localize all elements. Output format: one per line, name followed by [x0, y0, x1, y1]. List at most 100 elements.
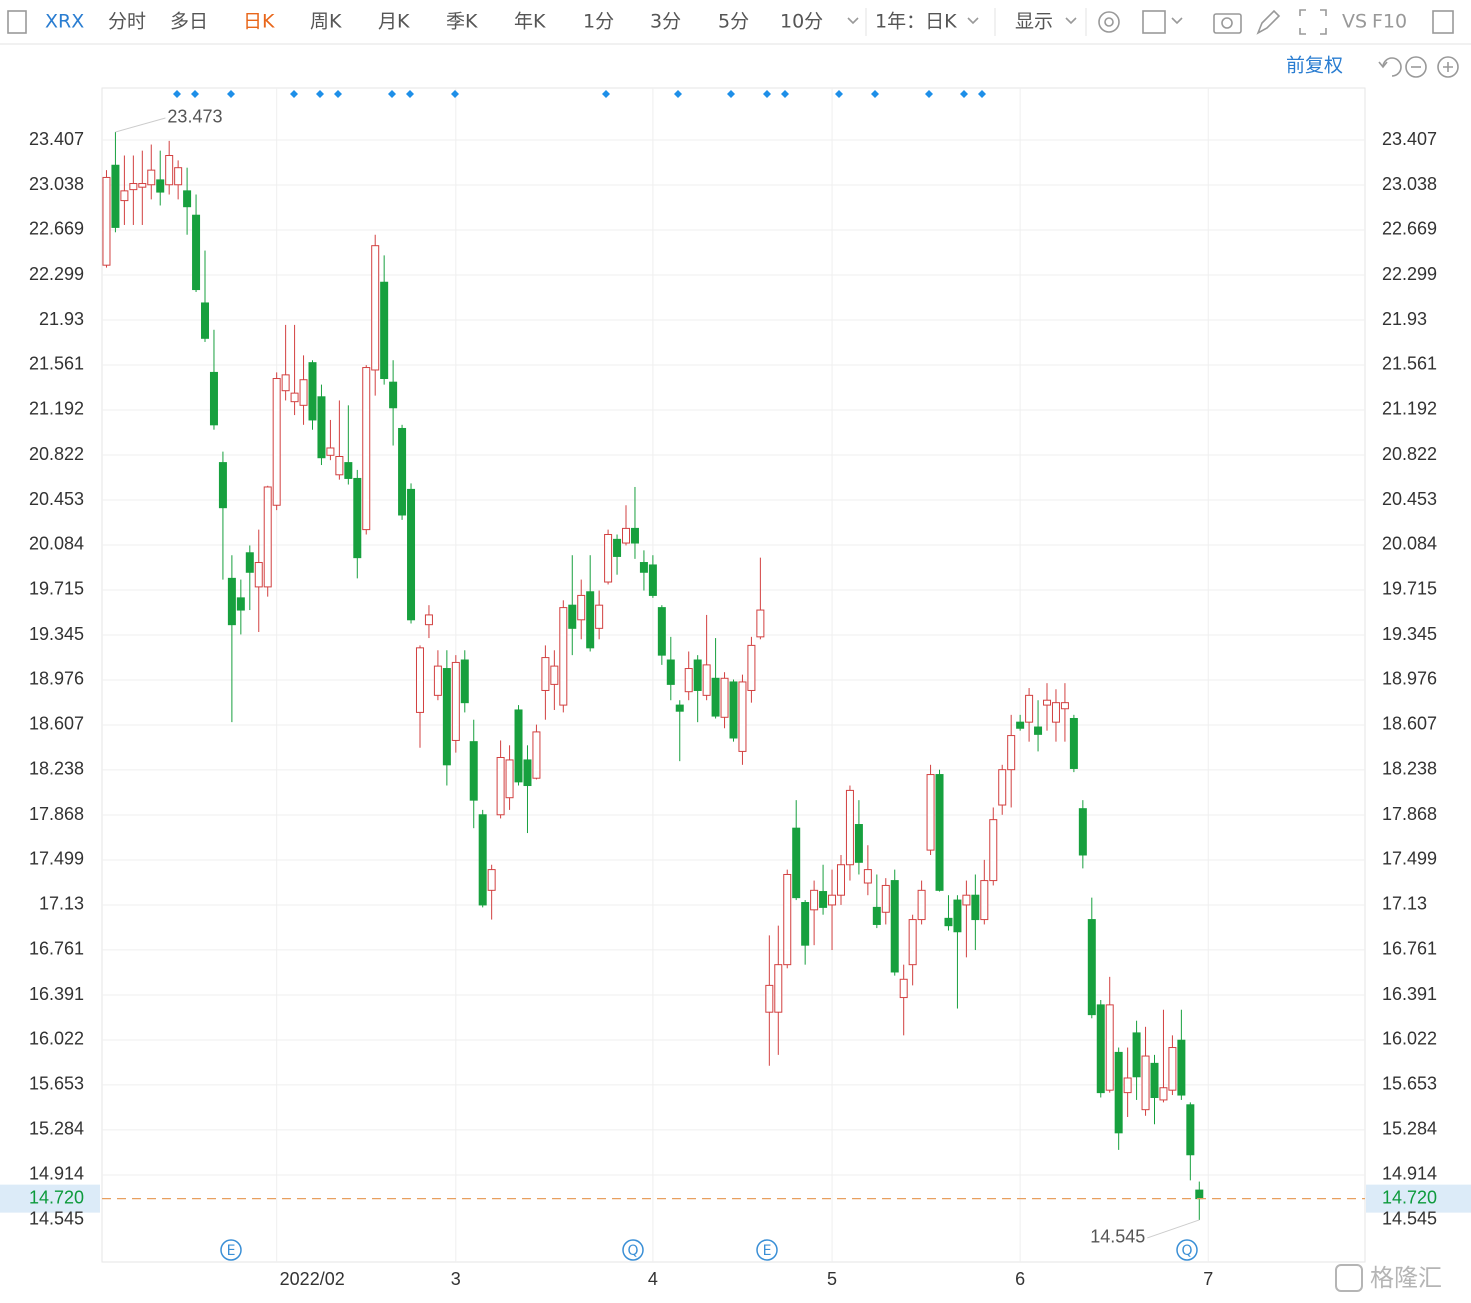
tab[interactable]: 年K	[514, 11, 546, 33]
candle-body	[774, 964, 783, 1013]
y-tick-label-right: 15.653	[1382, 1074, 1437, 1094]
tab[interactable]: 季K	[446, 11, 478, 33]
f10-button[interactable]: F10	[1372, 11, 1407, 33]
camera-button[interactable]	[1213, 13, 1242, 34]
watermark-logo	[1335, 1264, 1363, 1292]
candle-body	[335, 456, 344, 476]
candle-body	[218, 462, 227, 509]
y-tick-label: 16.391	[29, 984, 84, 1004]
zoom-out-button[interactable]	[1405, 56, 1427, 78]
candle-body	[675, 704, 684, 712]
shape-button[interactable]	[1142, 10, 1166, 34]
event-marker[interactable]	[1176, 1239, 1198, 1261]
candle-body	[684, 668, 693, 693]
tab[interactable]: 分时	[108, 11, 146, 33]
max-annotation-line	[115, 117, 166, 133]
panel-toggle[interactable]	[1432, 10, 1454, 34]
y-tick-label-right: 18.976	[1382, 669, 1437, 689]
candle-body	[245, 552, 254, 573]
undo-button[interactable]	[1378, 57, 1402, 77]
y-tick-label-right: 16.022	[1382, 1029, 1437, 1049]
draw-button[interactable]	[1256, 9, 1281, 35]
adjust-button[interactable]: 前复权	[1286, 55, 1343, 77]
y-tick-label-right: 15.284	[1382, 1119, 1437, 1139]
event-diamond	[316, 90, 324, 98]
y-tick-label: 15.653	[29, 1074, 84, 1094]
tab[interactable]: 5分	[718, 11, 749, 33]
candle-body	[192, 214, 201, 291]
y-tick-label: 22.669	[29, 219, 84, 239]
y-tick-label: 23.038	[29, 174, 84, 194]
candle-body	[604, 533, 613, 583]
display-select[interactable]: 显示	[1015, 11, 1053, 33]
candle-body	[1025, 694, 1034, 723]
y-tick-label-right: 14.914	[1382, 1164, 1437, 1184]
y-min-label: 14.545	[29, 1209, 84, 1229]
settings-button[interactable]	[1098, 11, 1120, 33]
y-tick-label: 22.299	[29, 264, 84, 284]
tab[interactable]: 10分	[780, 11, 823, 33]
candle-body	[442, 668, 451, 766]
candle-body	[174, 167, 183, 186]
event-diamond	[835, 90, 843, 98]
tab[interactable]: 3分	[650, 11, 681, 33]
candle-body	[433, 665, 442, 696]
range-select[interactable]: 1年：日K	[875, 11, 957, 33]
candle-body	[828, 894, 837, 906]
tab[interactable]: 多日	[170, 11, 208, 33]
candle-body	[227, 577, 236, 626]
event-marker[interactable]	[622, 1239, 644, 1261]
sidebar-toggle[interactable]	[7, 10, 27, 34]
fullscreen-button[interactable]	[1299, 9, 1327, 35]
candle-body	[254, 562, 263, 588]
candle-body	[550, 665, 559, 685]
chevron	[1171, 17, 1183, 25]
candle-body	[1051, 702, 1060, 723]
event-diamond	[173, 90, 181, 98]
y-tick-label: 16.761	[29, 939, 84, 959]
y-tick-label-right: 19.715	[1382, 579, 1437, 599]
event-diamond	[763, 90, 771, 98]
min-annotation-line	[1147, 1219, 1200, 1239]
candle-body	[1096, 1004, 1105, 1094]
event-diamond	[388, 90, 396, 98]
tab[interactable]: 月K	[378, 11, 410, 33]
candle-body	[935, 774, 944, 891]
candle-body	[1123, 1077, 1132, 1094]
x-tick-label: 6	[1015, 1269, 1025, 1289]
last-price-label: 14.720	[29, 1187, 84, 1207]
tab[interactable]: 周K	[310, 11, 342, 33]
candle-body	[478, 814, 487, 906]
zoom-in-button[interactable]	[1437, 56, 1459, 78]
candle-body	[854, 824, 863, 863]
y-tick-label-right: 16.761	[1382, 939, 1437, 959]
last-price-label-right: 14.720	[1382, 1187, 1437, 1207]
y-tick-label: 17.499	[29, 849, 84, 869]
candle-body	[639, 562, 648, 573]
tab[interactable]: 1分	[583, 11, 614, 33]
candle-body	[1195, 1189, 1204, 1200]
candle-body	[666, 659, 675, 685]
event-marker[interactable]	[756, 1239, 778, 1261]
event-marker[interactable]	[220, 1239, 242, 1261]
tab[interactable]: 日K	[243, 11, 275, 33]
y-tick-label: 18.238	[29, 759, 84, 779]
candle-body	[944, 917, 953, 927]
candle-body	[496, 756, 505, 816]
y-tick-label-right: 19.345	[1382, 624, 1437, 644]
candle-body	[201, 302, 210, 339]
candle-body	[129, 183, 138, 191]
candle-body	[514, 709, 523, 783]
candle-body	[1168, 1047, 1177, 1091]
event-diamond	[960, 90, 968, 98]
last-price-box	[0, 1184, 100, 1213]
symbol[interactable]: XRX	[45, 11, 84, 33]
candle-body	[505, 759, 514, 799]
candle-body	[845, 789, 854, 866]
y-tick-label: 17.13	[39, 894, 84, 914]
vs-button[interactable]: VS	[1342, 11, 1367, 33]
candle-body	[595, 604, 604, 629]
chevron	[967, 17, 979, 25]
candle-body	[1141, 1055, 1150, 1111]
